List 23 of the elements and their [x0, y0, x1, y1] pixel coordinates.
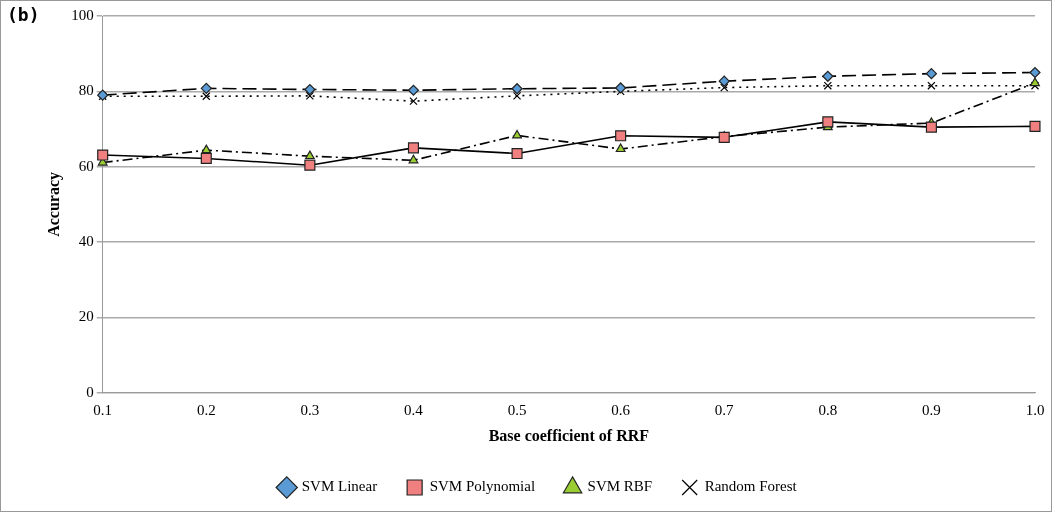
x-tick-label: 0.2	[196, 401, 216, 418]
x-tick-label: 0.7	[714, 401, 735, 418]
x-tick-label: 0.9	[922, 401, 941, 418]
y-tick-label: 40	[78, 233, 94, 250]
y-tick-label: 80	[78, 82, 94, 99]
x-tick-label: 0.5	[507, 401, 527, 418]
x-tick-label: 0.4	[404, 401, 424, 418]
y-tick-label: 20	[78, 308, 94, 325]
x-tick-label: 0.3	[300, 401, 320, 418]
x-tick-label: 0.8	[818, 401, 838, 418]
x-tick-label: 1.0	[1025, 401, 1045, 418]
y-tick-label: 100	[71, 6, 94, 23]
x-tick-label: 0.6	[611, 401, 631, 418]
y-tick-label: 0	[86, 383, 94, 400]
legend-label: Random Forest	[704, 478, 798, 495]
legend-label: SVM RBF	[587, 478, 653, 495]
y-axis-title: Accuracy	[44, 171, 63, 237]
x-axis-title: Base coefficient of RRF	[488, 426, 650, 444]
legend-label: SVM Linear	[301, 478, 378, 495]
chart-title: (b)	[7, 3, 40, 25]
legend-label: SVM Polynomial	[429, 478, 536, 495]
y-tick-label: 60	[78, 157, 94, 174]
x-tick-label: 0.1	[93, 401, 113, 418]
